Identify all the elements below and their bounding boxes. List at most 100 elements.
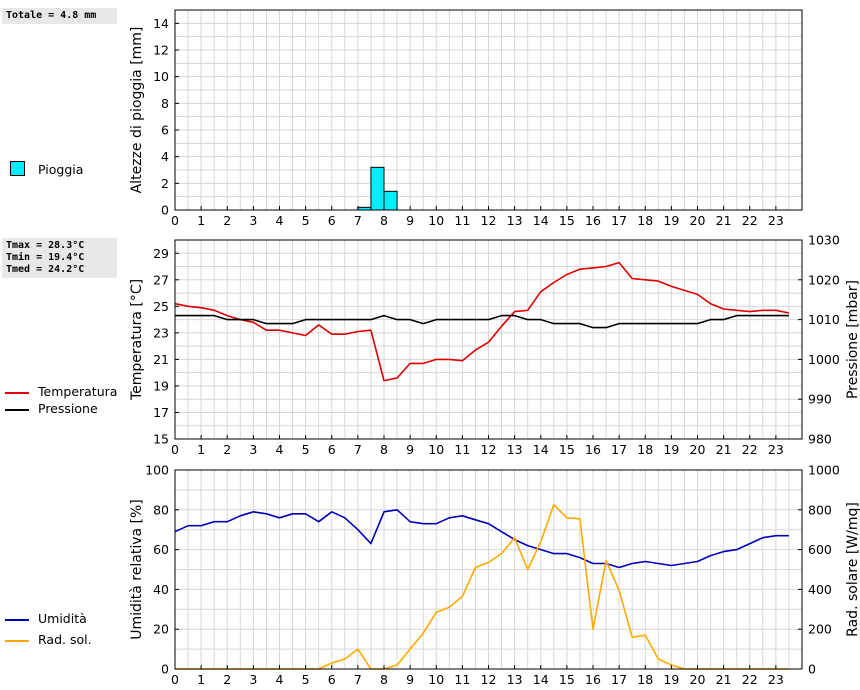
tmed-text: Tmed = 24.2°C xyxy=(6,264,85,275)
x-tick-label: 4 xyxy=(276,672,284,687)
chart-panel-2: 0 1 2 3 4 5 6 7 8 9 10 11 12 13 14 15 16 17 18 19 20 21 22 2302… xyxy=(129,463,860,688)
y-axis-title: Altezze di pioggia [mm] xyxy=(129,27,145,194)
x-tick-label: 5 xyxy=(302,672,310,687)
rain-total-text: Totale = 4.8 mm xyxy=(6,10,97,21)
y-tick-label: 100 xyxy=(145,463,169,478)
press-legend-swatch xyxy=(5,409,29,411)
x-tick-label: 18 xyxy=(637,672,653,687)
x-tick-label: 16 xyxy=(585,442,601,457)
x-tick-label: 2 xyxy=(223,213,231,228)
x-tick-label: 17 xyxy=(611,213,627,228)
y-tick-label: 60 xyxy=(153,542,169,557)
y-tick-label: 40 xyxy=(153,582,169,597)
x-tick-label: 20 xyxy=(690,213,706,228)
x-tick-label: 2 xyxy=(223,442,231,457)
rain-total-box: Totale = 4.8 mm xyxy=(2,8,117,24)
x-tick-label: 9 xyxy=(406,213,414,228)
x-tick-label: 19 xyxy=(663,442,679,457)
rain-bar xyxy=(383,190,398,211)
chart-panel-0: 0 1 2 3 4 5 6 7 8 9 10 11 12 13 14 15 16 17 18 19 20 21 22 2302… xyxy=(129,9,803,228)
x-tick-label: 0 xyxy=(171,213,179,228)
y-tick-label: 15 xyxy=(153,432,169,447)
y-axis-title: Umidità relativa [%] xyxy=(129,499,145,640)
y-tick-label: 21 xyxy=(153,352,169,367)
x-tick-label: 9 xyxy=(406,672,414,687)
x-tick-label: 22 xyxy=(742,672,758,687)
y-right-tick-label: 980 xyxy=(808,432,832,447)
y-tick-label: 12 xyxy=(153,43,169,58)
y-axis-title-right: Rad. solare [W/mq] xyxy=(845,502,860,637)
x-tick-label: 13 xyxy=(507,672,523,687)
x-tick-label: 7 xyxy=(354,442,362,457)
y-tick-label: 6 xyxy=(161,123,169,138)
y-tick-label: 19 xyxy=(153,378,169,393)
x-tick-label: 2 xyxy=(223,672,231,687)
y-tick-label: 4 xyxy=(161,149,169,164)
x-tick-label: 13 xyxy=(507,442,523,457)
tmax-text: Tmax = 28.3°C xyxy=(6,240,85,251)
y-right-tick-label: 1000 xyxy=(808,463,840,478)
x-tick-label: 8 xyxy=(380,213,388,228)
y-tick-label: 0 xyxy=(161,203,169,218)
x-tick-label: 6 xyxy=(328,672,336,687)
y-tick-label: 0 xyxy=(161,662,169,677)
x-tick-label: 19 xyxy=(663,213,679,228)
x-tick-label: 9 xyxy=(406,442,414,457)
y-tick-label: 8 xyxy=(161,96,169,111)
x-tick-label: 10 xyxy=(428,213,444,228)
x-tick-label: 23 xyxy=(768,213,784,228)
x-tick-label: 10 xyxy=(428,442,444,457)
y-right-tick-label: 400 xyxy=(808,582,832,597)
x-tick-label: 8 xyxy=(380,442,388,457)
press-legend-label: Pressione xyxy=(38,401,98,416)
y-tick-label: 14 xyxy=(153,16,169,31)
temp-legend-label: Temperatura xyxy=(38,384,118,399)
tmin-text: Tmin = 19.4°C xyxy=(6,252,85,263)
x-tick-label: 22 xyxy=(742,442,758,457)
x-tick-label: 18 xyxy=(637,442,653,457)
y-tick-label: 29 xyxy=(153,246,169,261)
x-tick-label: 17 xyxy=(611,672,627,687)
x-tick-label: 15 xyxy=(559,442,575,457)
rain-bar xyxy=(370,166,385,211)
y-tick-label: 80 xyxy=(153,502,169,517)
y-tick-label: 27 xyxy=(153,272,169,287)
y-right-tick-label: 1030 xyxy=(808,233,840,248)
x-tick-label: 21 xyxy=(716,213,732,228)
x-tick-label: 20 xyxy=(690,442,706,457)
temp-stats-box: Tmax = 28.3°C Tmin = 19.4°C Tmed = 24.2°… xyxy=(2,238,117,278)
x-tick-label: 14 xyxy=(533,442,549,457)
rain-legend-swatch xyxy=(10,161,25,176)
y-tick-label: 17 xyxy=(153,405,169,420)
x-tick-label: 20 xyxy=(690,672,706,687)
x-tick-label: 16 xyxy=(585,213,601,228)
x-tick-label: 11 xyxy=(454,442,470,457)
y-tick-label: 20 xyxy=(153,622,169,637)
rad-legend-label: Rad. sol. xyxy=(38,632,92,647)
x-tick-label: 7 xyxy=(354,672,362,687)
x-tick-label: 3 xyxy=(249,442,257,457)
x-tick-label: 12 xyxy=(481,442,497,457)
x-tick-label: 10 xyxy=(428,672,444,687)
y-tick-label: 10 xyxy=(153,69,169,84)
x-tick-label: 23 xyxy=(768,672,784,687)
x-tick-label: 18 xyxy=(637,213,653,228)
x-tick-label: 21 xyxy=(716,672,732,687)
x-tick-label: 0 xyxy=(171,672,179,687)
rain-legend-label: Pioggia xyxy=(38,162,84,177)
y-right-tick-label: 200 xyxy=(808,622,832,637)
x-tick-label: 11 xyxy=(454,213,470,228)
x-tick-label: 5 xyxy=(302,213,310,228)
y-right-tick-label: 990 xyxy=(808,392,832,407)
x-tick-label: 5 xyxy=(302,442,310,457)
pressure-line xyxy=(175,314,789,329)
x-tick-label: 15 xyxy=(559,672,575,687)
x-tick-label: 4 xyxy=(276,213,284,228)
x-tick-label: 15 xyxy=(559,213,575,228)
x-tick-label: 22 xyxy=(742,213,758,228)
x-tick-label: 12 xyxy=(481,213,497,228)
y-tick-label: 2 xyxy=(161,176,169,191)
x-tick-label: 21 xyxy=(716,442,732,457)
x-tick-label: 3 xyxy=(249,672,257,687)
